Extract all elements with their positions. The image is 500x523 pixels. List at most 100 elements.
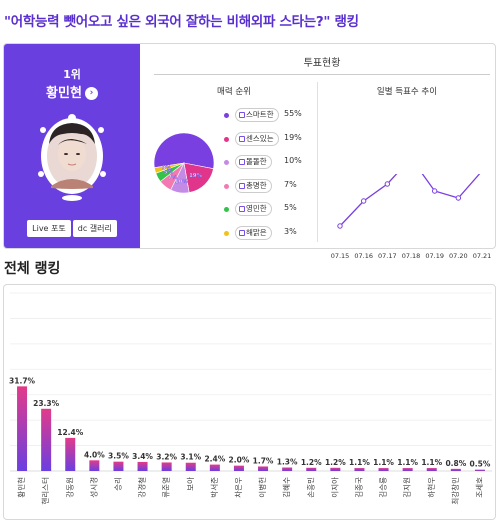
pie-slice-label-4: 5% <box>164 170 174 176</box>
bar-category-label-6: 류준열 <box>162 477 171 498</box>
legend-dot <box>224 183 229 189</box>
bar-value-label-12: 1.2% <box>301 458 322 467</box>
pie-slice-label-2: 10% <box>175 179 189 185</box>
bar-value-label-17: 1.1% <box>421 458 442 467</box>
bar-8[interactable] <box>209 464 220 471</box>
page-title: "어학능력 뺏어오고 싶은 외국어 잘하는 비해외파 스타는?" 랭킹 <box>4 14 359 30</box>
bar-value-label-8: 2.4% <box>204 455 225 464</box>
daily-x-label-5: 07.20 <box>449 252 468 260</box>
bar-4[interactable] <box>113 461 124 471</box>
bar-category-label-10: 이병헌 <box>257 477 267 498</box>
charm-rank-title: 매력 순위 <box>217 87 251 97</box>
winner-name-row[interactable]: 황민현 › <box>4 82 140 101</box>
bar-value-label-14: 1.1% <box>349 458 370 467</box>
bar-value-label-15: 1.1% <box>373 458 394 467</box>
legend-percent: 19% <box>284 132 302 142</box>
pie-slice-0 <box>153 132 215 170</box>
legend-label[interactable]: 영민한 <box>235 202 272 216</box>
bar-category-label-12: 손흥민 <box>305 477 315 498</box>
bar-category-label-1: 헨리스터 <box>40 477 50 505</box>
bar-10[interactable] <box>258 466 269 471</box>
bar-1[interactable] <box>41 408 52 471</box>
winner-rank: 1위 <box>63 68 81 81</box>
bar-category-label-2: 강동원 <box>64 477 74 498</box>
legend-dot <box>224 136 229 142</box>
bar-9[interactable] <box>233 465 244 471</box>
overall-ranking-panel: 31.7% 황민현 23.3% 헨리스터 12.4% 강동원 4.0% 성시경 3.5% 승리 3.… <box>3 284 496 520</box>
bar-category-label-0: 황민현 <box>16 477 26 498</box>
bar-value-label-13: 1.2% <box>325 458 346 467</box>
bar-7[interactable] <box>185 462 196 471</box>
bar-17[interactable] <box>426 468 437 471</box>
daily-votes-title: 일별 득표수 추이 <box>376 87 438 97</box>
bar-16[interactable] <box>402 468 413 471</box>
legend-item-3: 총명한 7% <box>220 178 316 203</box>
bar-value-label-11: 1.3% <box>277 458 298 467</box>
daily-x-label-6: 07.21 <box>473 252 492 260</box>
bar-category-label-3: 성시경 <box>88 477 98 498</box>
winner-name[interactable]: 황민현 <box>46 86 82 101</box>
daily-point-0 <box>337 223 343 229</box>
bar-value-label-2: 12.4% <box>57 428 84 437</box>
vote-title-divider <box>154 74 490 75</box>
bar-value-label-5: 3.4% <box>132 452 153 461</box>
legend-label[interactable]: 총명한 <box>235 178 272 193</box>
winner-links: Live 포토 dc 갤러리 <box>4 216 140 237</box>
bar-value-label-19: 0.5% <box>470 460 491 469</box>
vote-panel: 1위 황민현 › Live 포토 dc 갤러리 투표현황 매력 순위 일별 <box>3 43 496 260</box>
bar-0[interactable] <box>17 386 28 471</box>
daily-votes-line-chart: 07.15 07.16 07.17 07.18 07.19 07.20 07.21 <box>331 174 492 260</box>
pie-slice-label-5: 3% <box>162 165 172 171</box>
bar-category-label-16: 김지원 <box>402 477 412 498</box>
bar-category-label-14: 김종국 <box>353 477 363 498</box>
bar-value-label-9: 2.0% <box>229 456 250 465</box>
legend-item-1: 센스있는 19% <box>220 131 316 156</box>
bar-category-label-18: 최강창민 <box>450 477 460 505</box>
bar-6[interactable] <box>161 462 172 471</box>
bar-13[interactable] <box>330 467 341 471</box>
bar-category-label-9: 차은우 <box>234 477 243 498</box>
live-photo-button[interactable]: Live 포토 <box>27 220 71 237</box>
bar-category-label-5: 강경철 <box>137 477 147 498</box>
charm-legend: 스마트한 55% 센스있는 19% 똘똘한 10% 총명한 7% 영민한 5% 해맑은 3% <box>220 108 316 249</box>
bar-18[interactable] <box>450 468 461 471</box>
bar-value-label-0: 31.7% <box>9 376 36 385</box>
daily-x-label-0: 07.15 <box>331 252 350 260</box>
legend-dot <box>224 207 229 212</box>
pie-slice-label-3: 7% <box>168 175 178 181</box>
legend-percent: 7% <box>284 179 297 189</box>
daily-point-1 <box>360 198 367 204</box>
bar-category-label-11: 김혜수 <box>281 477 291 498</box>
daily-point-2 <box>384 181 391 187</box>
chevron-right-icon[interactable]: › <box>84 87 98 100</box>
overall-ranking-title: 전체 랭킹 <box>4 261 61 277</box>
legend-label[interactable]: 해맑은 <box>235 225 272 240</box>
bar-5[interactable] <box>137 461 148 471</box>
bar-19[interactable] <box>474 469 485 471</box>
legend-item-0: 스마트한 55% <box>220 108 316 132</box>
daily-x-label-3: 07.18 <box>402 252 421 260</box>
daily-point-5 <box>455 195 462 201</box>
legend-item-2: 똘똘한 10% <box>220 155 316 179</box>
legend-label[interactable]: 똘똘한 <box>235 155 272 169</box>
bar-category-label-8: 박서준 <box>209 477 219 498</box>
bar-3[interactable] <box>89 460 100 471</box>
daily-x-label-1: 07.16 <box>354 252 373 260</box>
bar-11[interactable] <box>282 467 293 471</box>
bar-12[interactable] <box>306 467 317 471</box>
daily-x-label-2: 07.17 <box>378 252 397 260</box>
bar-2[interactable] <box>65 437 76 471</box>
legend-dot <box>224 160 229 165</box>
winner-photo-frame <box>38 114 106 201</box>
bar-category-label-4: 승리 <box>113 477 122 491</box>
bar-14[interactable] <box>354 468 365 471</box>
bar-category-label-13: 이지아 <box>329 477 339 498</box>
bar-category-label-7: 보아 <box>185 477 195 491</box>
bar-15[interactable] <box>378 468 389 471</box>
dc-gallery-button[interactable]: dc 갤러리 <box>72 220 117 237</box>
legend-label[interactable]: 스마트한 <box>235 108 279 122</box>
legend-percent: 10% <box>284 156 302 165</box>
legend-label[interactable]: 센스있는 <box>235 131 279 146</box>
bar-value-label-6: 3.2% <box>156 452 177 461</box>
legend-percent: 3% <box>284 226 297 236</box>
